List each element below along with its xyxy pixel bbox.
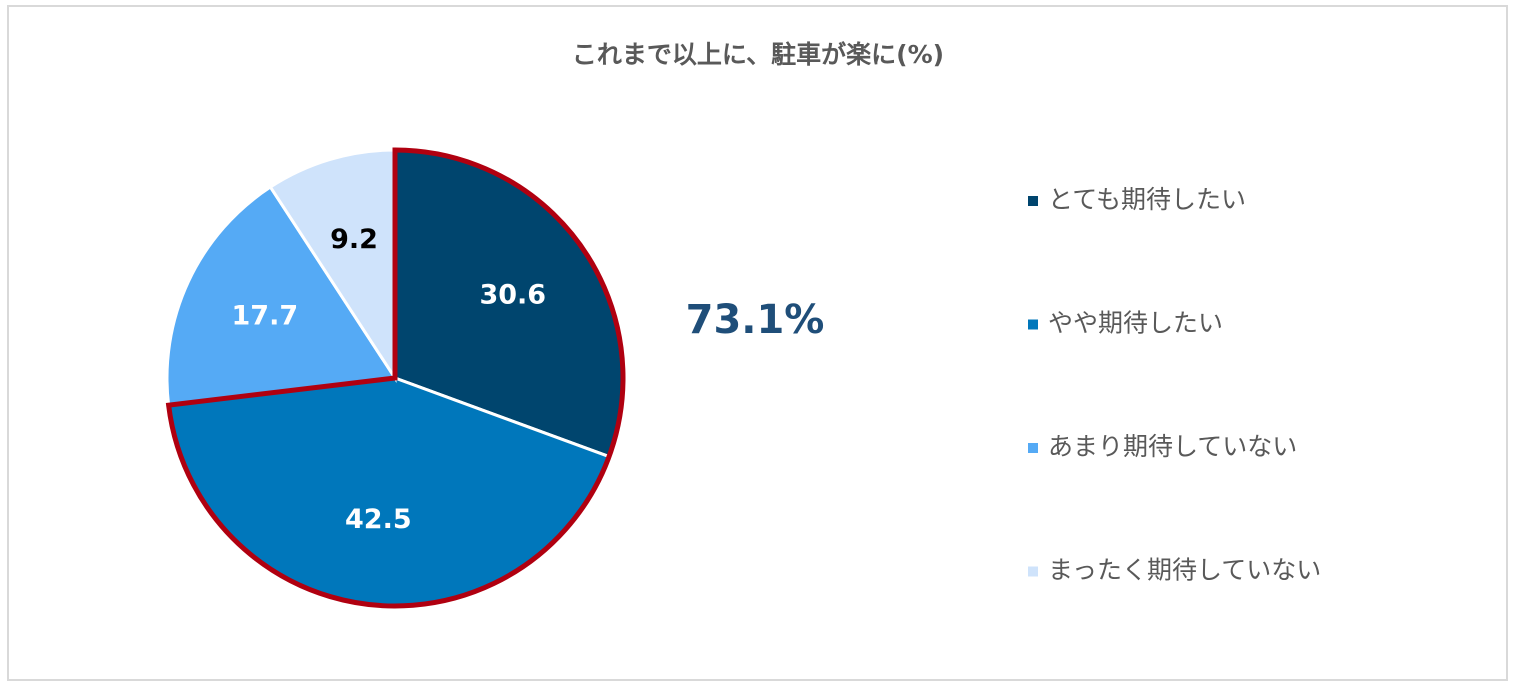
legend-label: まったく期待していない bbox=[1048, 556, 1321, 585]
pie-slice bbox=[165, 184, 398, 407]
data-label: 9.2 bbox=[330, 224, 378, 255]
data-label: 42.5 bbox=[345, 504, 412, 535]
legend-swatch bbox=[1028, 196, 1038, 206]
legend-label: あまり期待していない bbox=[1048, 432, 1297, 461]
annotation: 73.1% bbox=[686, 297, 825, 343]
legend-swatch bbox=[1028, 443, 1038, 453]
legend-swatch bbox=[1028, 319, 1038, 330]
highlight-outline bbox=[165, 147, 626, 609]
chart-title: これまで以上に、駐車が楽に(%) bbox=[572, 40, 944, 69]
pie-slice bbox=[268, 148, 397, 384]
legend-label: とても期待したい bbox=[1048, 185, 1246, 214]
legend-label: やや期待したい bbox=[1048, 309, 1223, 338]
data-label: 30.6 bbox=[479, 279, 546, 310]
data-label: 17.7 bbox=[232, 301, 299, 332]
legend-swatch bbox=[1028, 566, 1038, 577]
